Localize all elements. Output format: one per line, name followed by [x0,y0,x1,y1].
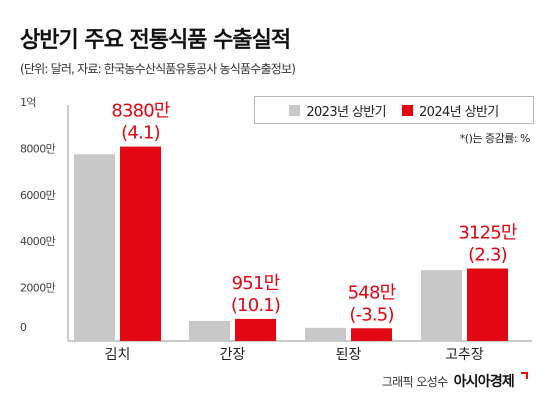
change-rate-note: *()는 증감률: % [459,132,531,145]
y-tick-label: 6000만 [20,189,56,202]
bar-2023 [305,327,346,341]
value-label: 548만 [348,282,396,303]
bar-2023 [421,270,462,341]
bar-2024 [351,328,392,341]
y-tick-label: 0 [20,321,27,334]
value-label: 951만 [232,273,280,294]
change-label: (10.1) [231,295,280,316]
credit: 그래픽 오성수 아시아경제 [382,371,528,391]
category-label: 고추장 [445,347,484,363]
y-tick-label: 8000만 [20,142,56,155]
legend-label-2024: 2024년 상반기 [419,104,499,120]
bar-2024 [120,146,161,341]
category-label: 김치 [105,347,131,363]
change-label: (-3.5) [349,304,393,325]
logo-mark-icon [521,372,528,379]
value-label: 8380만 [111,101,170,122]
source-note: (단위: 달러, 자료: 한국농수산식품유통공사 농식품수출정보) [20,62,296,76]
bar-2024 [467,268,508,341]
legend-item-2023: 2023년 상반기 [289,101,387,120]
page-title: 상반기 주요 전통식품 수출실적 [20,28,291,53]
legend: 2023년 상반기 2024년 상반기 [254,96,534,124]
legend-swatch-2024 [402,104,413,116]
category-label: 된장 [336,347,362,363]
bar-2024 [235,318,276,341]
legend-item-2024: 2024년 상반기 [402,101,499,120]
bar-2023 [74,154,115,341]
y-tick-label: 1억 [20,96,36,109]
category-label: 간장 [220,347,246,363]
legend-swatch-2023 [289,104,301,116]
bar-2023 [189,320,230,341]
change-label: (2.3) [468,245,507,266]
y-tick-label: 2000만 [20,282,56,295]
publisher-logo: 아시아경제 [453,374,515,390]
legend-label-2023: 2023년 상반기 [306,104,386,120]
value-label: 3125만 [458,223,517,244]
credit-author: 그래픽 오성수 [381,375,448,389]
y-tick-label: 4000만 [20,235,56,248]
change-label: (4.1) [121,123,160,144]
